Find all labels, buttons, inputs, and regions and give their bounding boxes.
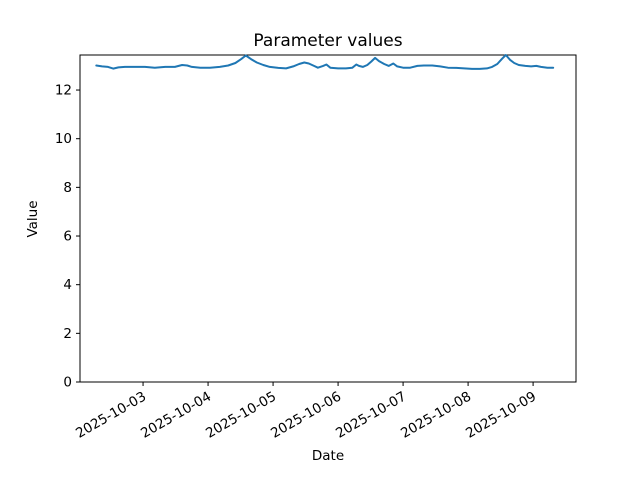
y-tick-label: 4 — [63, 277, 72, 293]
x-tick-label: 2025-10-09 — [463, 389, 539, 442]
x-axis-label: Date — [311, 448, 345, 464]
y-tick-label: 6 — [63, 229, 72, 245]
x-tick-label: 2025-10-07 — [333, 389, 409, 442]
y-tick-label: 10 — [55, 131, 72, 147]
y-tick-label: 12 — [55, 83, 72, 99]
x-tick-label: 2025-10-04 — [138, 389, 214, 442]
data-line-parameter — [95, 54, 555, 70]
x-tick-label: 2025-10-08 — [398, 389, 474, 442]
x-tick-label: 2025-10-05 — [203, 389, 279, 442]
chart-title: Parameter values — [253, 31, 403, 51]
y-tick-label: 0 — [63, 375, 72, 391]
x-tick-label: 2025-10-03 — [73, 389, 149, 442]
x-tick-label: 2025-10-06 — [268, 389, 344, 442]
y-tick-label: 2 — [63, 326, 72, 342]
plot-frame — [79, 54, 577, 383]
y-tick-label: 8 — [63, 180, 72, 196]
